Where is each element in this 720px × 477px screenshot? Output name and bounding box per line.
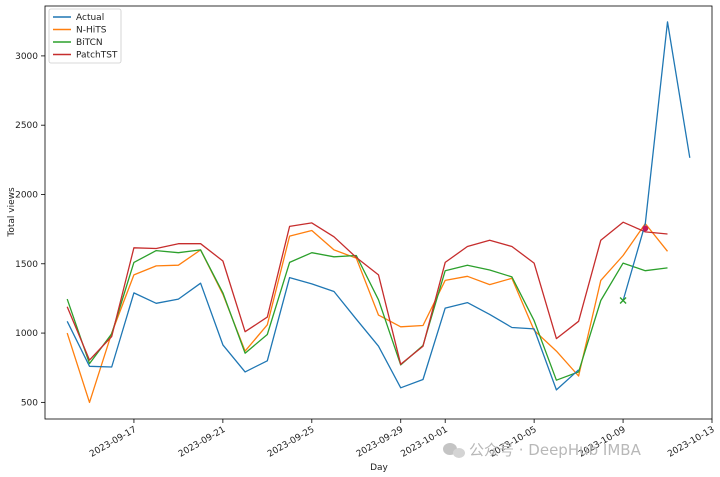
legend-label: PatchTST — [76, 51, 118, 61]
series-line-n-hits — [66, 222, 669, 404]
series-line-actual — [66, 276, 580, 391]
y-tick-label: 1500 — [15, 260, 38, 270]
series-line-patchtst — [66, 221, 668, 365]
y-tick-label: 2000 — [15, 190, 38, 200]
x-tick-label: 2023-09-29 — [355, 425, 406, 460]
y-tick-label: 2500 — [15, 121, 38, 131]
x-tick-label: 2023-10-01 — [399, 425, 449, 460]
x-marker — [619, 297, 627, 304]
y-tick-label: 500 — [21, 398, 38, 408]
x-tick-label: 2023-09-21 — [177, 425, 227, 460]
y-tick-label: 3000 — [15, 52, 38, 62]
legend: Actual N-HiTS BiTCN PatchTST — [48, 8, 122, 64]
x-axis-title: Day — [370, 463, 388, 473]
x-tick-label: 2023-09-17 — [88, 425, 138, 460]
series-line-bitcn — [66, 249, 668, 381]
series-line-actual-tail — [622, 21, 691, 301]
x-tick-label: 2023-10-13 — [666, 425, 716, 460]
legend-label: N-HiTS — [76, 26, 107, 36]
series-layer — [66, 21, 691, 404]
y-axis-title: Total views — [7, 187, 17, 238]
y-axis: 500 1000 1500 2000 2500 3000 — [15, 52, 45, 408]
y-tick-label: 1000 — [15, 329, 38, 339]
x-tick-label: 2023-09-25 — [266, 425, 316, 460]
watermark: 公众号 · DeepHub IMBA — [443, 441, 642, 459]
legend-label: Actual — [76, 13, 104, 23]
marker-layer — [619, 225, 649, 304]
legend-label: BiTCN — [76, 38, 103, 48]
circle-marker — [642, 225, 649, 232]
legend-box — [48, 8, 122, 64]
plot-frame — [44, 5, 713, 420]
watermark-text: 公众号 · DeepHub IMBA — [469, 441, 642, 459]
wechat-icon — [443, 443, 465, 458]
